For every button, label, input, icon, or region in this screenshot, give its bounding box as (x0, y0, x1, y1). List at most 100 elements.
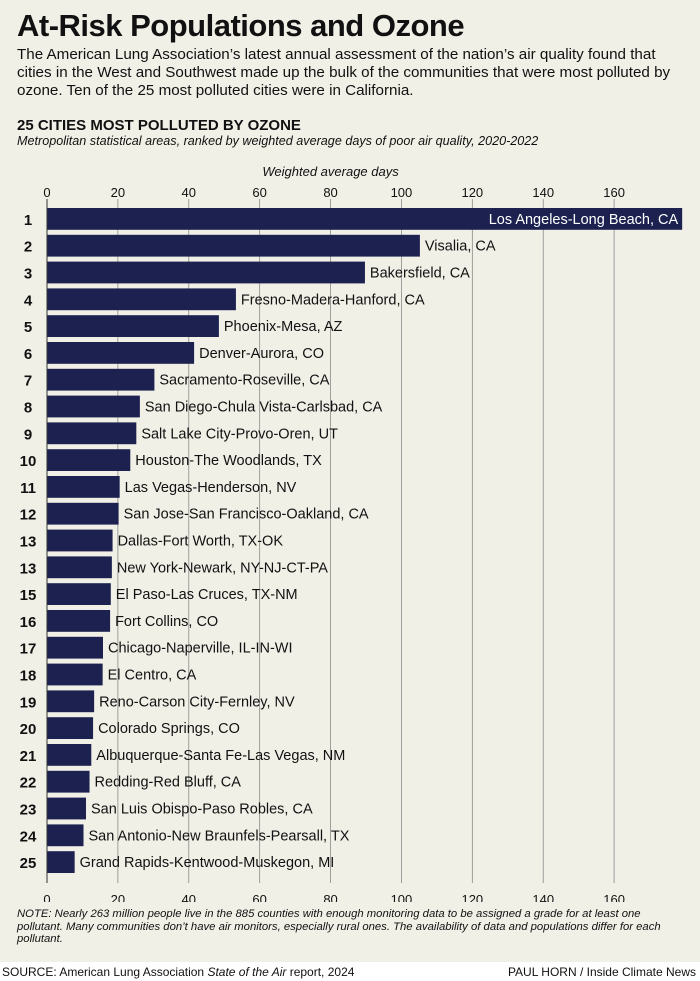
rank-label: 9 (24, 426, 32, 443)
gridlines (46, 199, 615, 883)
bars (47, 208, 683, 873)
x-tick-label-bottom: 60 (252, 892, 266, 902)
bar (47, 770, 90, 793)
bar (47, 395, 140, 418)
bar (47, 234, 420, 257)
bar (47, 797, 86, 820)
rank-label: 6 (24, 346, 32, 363)
bar-labels: 1 Los Angeles-Long Beach, CA 2 Visalia, CA 3… (20, 212, 679, 872)
bar-label: Fresno-Madera-Hanford, CA (241, 292, 425, 308)
bar (47, 744, 92, 766)
rank-label: 22 (20, 775, 37, 792)
x-tick-label-bottom: 140 (532, 892, 554, 902)
x-tick-label-top: 60 (252, 185, 266, 200)
chart-title: 25 CITIES MOST POLLUTED BY OZONE (17, 117, 301, 134)
bar-label: El Centro, CA (108, 668, 197, 684)
x-tick-label-bottom: 100 (391, 892, 413, 902)
bar-label: Salt Lake City-Provo-Oren, UT (141, 426, 338, 442)
x-tick-label-bottom: 40 (182, 892, 196, 902)
bar-label: Colorado Springs, CO (98, 721, 240, 737)
x-tick-label-bottom: 0 (43, 892, 50, 902)
bar (47, 610, 111, 632)
x-tick-label-bottom: 20 (111, 892, 125, 902)
rank-label: 13 (20, 560, 37, 577)
rank-label: 24 (20, 828, 37, 845)
bar-label: Denver-Aurora, CO (199, 346, 324, 362)
rank-label: 2 (24, 239, 32, 256)
x-tick-label-bottom: 160 (603, 892, 625, 902)
x-tick-label-top: 100 (391, 185, 413, 200)
x-tick-label-top: 160 (603, 185, 625, 200)
rank-label: 1 (24, 212, 32, 229)
x-tick-label-top: 20 (111, 185, 125, 200)
rank-label: 15 (20, 587, 37, 604)
intro-text: The American Lung Association’s latest a… (17, 46, 671, 99)
bar (47, 851, 75, 873)
bar (47, 824, 84, 847)
bar-label: Houston-The Woodlands, TX (135, 453, 322, 469)
bar (47, 476, 120, 498)
bar (47, 368, 155, 391)
bar-label: Fort Collins, CO (115, 614, 218, 630)
bar (47, 717, 94, 739)
bar-label: Dallas-Fort Worth, TX-OK (118, 534, 284, 550)
rank-label: 18 (20, 668, 37, 685)
rank-label: 7 (24, 373, 32, 390)
bar (47, 583, 111, 605)
bar-chart: 1 Los Angeles-Long Beach, CA 2 Visalia, CA 3… (20, 164, 683, 902)
rank-label: 13 (20, 534, 37, 551)
bar-label: Sacramento-Roseville, CA (159, 373, 329, 389)
x-axis-title: Weighted average days (262, 164, 399, 179)
source-report-title: State of the Air (207, 965, 287, 979)
bar-label: San Diego-Chula Vista-Carlsbad, CA (145, 400, 383, 416)
bar-label: New York-Newark, NY-NJ-CT-PA (117, 560, 328, 576)
chart-subtitle: Metropolitan statistical areas, ranked b… (17, 134, 539, 148)
x-tick-label-bottom: 80 (323, 892, 337, 902)
bar-label: San Jose-San Francisco-Oakland, CA (124, 507, 369, 523)
bar-label: Albuquerque-Santa Fe-Las Vegas, NM (96, 748, 345, 764)
bar (47, 261, 365, 284)
note-text: NOTE: Nearly 263 million people live in … (17, 908, 661, 945)
bar-label: Bakersfield, CA (370, 266, 470, 282)
rank-label: 20 (20, 721, 37, 738)
rank-label: 3 (24, 266, 32, 283)
bar-label: Phoenix-Mesa, AZ (224, 319, 343, 335)
bar-label: San Luis Obispo-Paso Robles, CA (91, 802, 313, 818)
bar-label: Reno-Carson City-Fernley, NV (99, 694, 295, 710)
bar (47, 663, 103, 686)
bar (47, 315, 219, 337)
bar (47, 288, 236, 311)
bar (47, 636, 104, 659)
rank-label: 17 (20, 641, 37, 658)
rank-label: 11 (20, 480, 36, 497)
rank-label: 5 (24, 319, 32, 336)
bar-label: Redding-Red Bluff, CA (95, 775, 242, 791)
rank-label: 19 (20, 694, 37, 711)
x-tick-label-top: 0 (43, 185, 50, 200)
rank-label: 12 (20, 507, 37, 524)
bar (47, 502, 119, 525)
x-tick-label-top: 80 (323, 185, 337, 200)
source-suffix: report, 2024 (286, 965, 355, 979)
x-tick-label-top: 120 (461, 185, 483, 200)
bar-label: El Paso-Las Cruces, TX-NM (116, 587, 298, 603)
footer: SOURCE: American Lung Association State … (0, 962, 700, 981)
bar (47, 422, 137, 445)
page-title: At-Risk Populations and Ozone (17, 8, 465, 43)
rank-label: 16 (20, 614, 37, 631)
author-credit: PAUL HORN / Inside Climate News (507, 965, 696, 979)
x-tick-label-bottom: 120 (461, 892, 483, 902)
bar (47, 690, 95, 713)
source-prefix: SOURCE: American Lung Association (2, 965, 208, 979)
bar-label: San Antonio-New Braunfels-Pearsall, TX (89, 828, 350, 844)
x-tick-label-top: 140 (532, 185, 554, 200)
bar-label: Las Vegas-Henderson, NV (125, 480, 297, 496)
axes: Weighted average days 0 0 20 20 40 40 60 60 80 80 1… (43, 164, 625, 902)
bar-label: Chicago-Naperville, IL-IN-WI (108, 641, 293, 657)
bar (47, 449, 131, 471)
x-tick-label-top: 40 (182, 185, 196, 200)
rank-label: 10 (20, 453, 37, 470)
bar-label: Grand Rapids-Kentwood-Muskegon, MI (80, 855, 335, 871)
rank-label: 21 (20, 748, 37, 765)
